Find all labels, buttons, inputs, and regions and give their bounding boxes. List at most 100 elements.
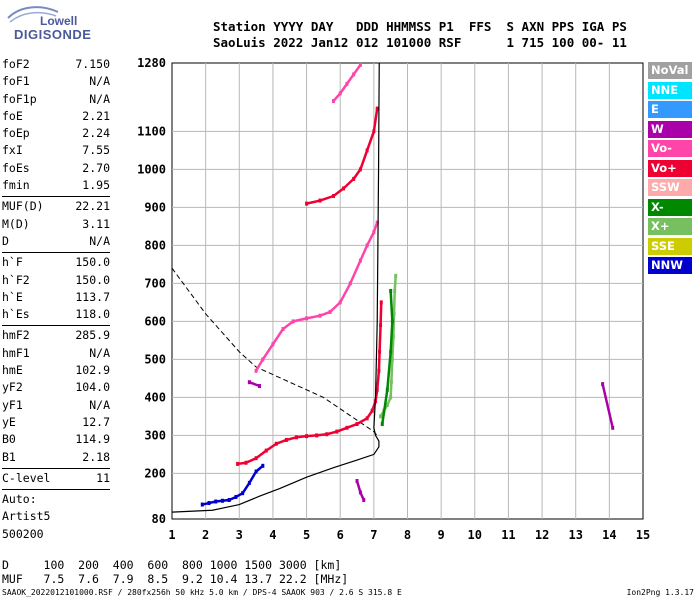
param-value: N/A (89, 233, 110, 248)
param-row: yF1 N/A (2, 398, 110, 415)
logo-swoosh-icon (7, 6, 59, 23)
param-separator (2, 325, 110, 327)
param-value: N/A (89, 91, 110, 106)
echo-trace (390, 359, 394, 383)
echo-trace (386, 396, 392, 406)
y-tick-label: 1000 (137, 162, 166, 176)
echo-trace (372, 108, 379, 132)
echo-trace (316, 433, 327, 437)
echo-trace (265, 442, 277, 452)
echo-trace (208, 500, 217, 505)
echo-trace (237, 461, 247, 466)
param-separator (2, 196, 110, 198)
echo-trace (391, 336, 395, 360)
param-row: yE 12.7 (2, 415, 110, 432)
echo-trace (245, 457, 257, 464)
param-separator (2, 252, 110, 254)
param-row: fmin 1.95 (2, 178, 110, 195)
echo-trace (336, 426, 348, 433)
param-row: h`Es 118.0 (2, 307, 110, 324)
logo-line2: DIGISONDE (14, 27, 92, 42)
param-separator (2, 467, 110, 469)
param-label: foE (2, 108, 23, 123)
echo-trace (306, 314, 321, 320)
x-tick-label: 12 (535, 528, 549, 542)
param-value: N/A (89, 397, 110, 412)
echo-trace (339, 83, 348, 95)
param-label: B1 (2, 449, 16, 464)
echo-trace (359, 149, 369, 170)
echo-trace (386, 351, 392, 390)
footer-info: SAAOK_2022012101000.RSF / 280fx256h 50 k… (2, 588, 402, 597)
param-label: hmF1 (2, 345, 30, 360)
param-value: 11 (96, 470, 110, 485)
param-row: Auto: (2, 492, 110, 509)
param-row: foF2 7.150 (2, 57, 110, 74)
x-tick-label: 14 (602, 528, 616, 542)
param-label: foEp (2, 126, 30, 141)
param-row: hmF2 285.9 (2, 328, 110, 345)
param-value: 104.0 (75, 380, 110, 395)
echo-trace (248, 381, 260, 388)
param-value: 114.9 (75, 432, 110, 447)
param-value: N/A (89, 74, 110, 89)
param-row: foEs 2.70 (2, 161, 110, 178)
param-label: hmE (2, 363, 23, 378)
echo-trace (372, 222, 379, 233)
param-value: 3.11 (82, 216, 110, 231)
echo-trace (349, 260, 362, 284)
echo-trace (392, 290, 396, 314)
param-row: hmF1 N/A (2, 346, 110, 363)
echo-trace (359, 244, 369, 262)
param-row: B1 2.18 (2, 450, 110, 467)
param-label: MUF(D) (2, 199, 44, 214)
param-label: h`E (2, 289, 23, 304)
x-tick-label: 13 (568, 528, 582, 542)
param-label: M(D) (2, 216, 30, 231)
echo-trace (332, 92, 342, 102)
x-tick-label: 2 (202, 528, 209, 542)
param-row: M(D) 3.11 (2, 217, 110, 234)
param-label: h`F2 (2, 272, 30, 287)
logo-line1: Lowell (40, 14, 78, 28)
legend-item: Vo- (648, 140, 692, 157)
y-tick-label: 300 (144, 428, 166, 442)
param-value: 102.9 (75, 363, 110, 378)
param-label: Auto: (2, 492, 37, 507)
y-tick-label: 200 (144, 466, 166, 480)
echo-trace (202, 501, 210, 506)
echo-trace (296, 434, 307, 439)
echo-trace (393, 275, 397, 292)
param-row: hmE 102.9 (2, 363, 110, 380)
legend-item: X+ (648, 218, 692, 235)
echo-trace (339, 282, 352, 303)
echo-trace (271, 328, 285, 345)
echo-trace (389, 382, 393, 398)
param-row: 500200 (2, 527, 110, 544)
x-tick-label: 10 (468, 528, 482, 542)
echo-trace (379, 302, 383, 326)
echo-trace (375, 370, 381, 390)
x-tick-label: 8 (404, 528, 411, 542)
param-value: 1.95 (82, 178, 110, 193)
param-label: h`F (2, 255, 23, 270)
param-value: 12.7 (82, 414, 110, 429)
echo-trace (306, 434, 317, 438)
muf-row: MUF 7.5 7.6 7.9 8.5 9.2 10.4 13.7 22.2 [… (2, 572, 349, 586)
echo-trace (601, 383, 614, 429)
ionogram-plot: 1 2 3 4 5 6 7 8 9 10 11 12 13 14 158020030040050060070… (137, 56, 650, 542)
x-tick-label: 6 (337, 528, 344, 542)
param-value: 2.70 (82, 160, 110, 175)
param-value: 113.7 (75, 289, 110, 304)
y-tick-label: 500 (144, 352, 166, 366)
param-row: Artist5 (2, 509, 110, 526)
echo-trace (292, 317, 307, 323)
echo-trace (329, 301, 342, 313)
echo-trace (241, 482, 251, 494)
echo-trace (222, 498, 230, 503)
x-tick-label: 9 (438, 528, 445, 542)
x-tick-label: 1 (168, 528, 175, 542)
echo-trace (282, 320, 294, 330)
param-row: C-level 11 (2, 471, 110, 488)
param-label: foF2 (2, 57, 30, 71)
